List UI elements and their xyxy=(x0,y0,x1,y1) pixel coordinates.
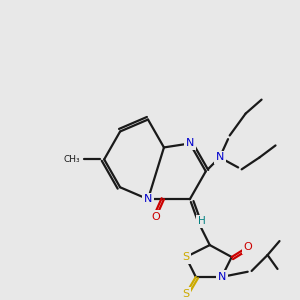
Text: N: N xyxy=(218,272,226,282)
Text: O: O xyxy=(243,242,252,252)
Text: CH₃: CH₃ xyxy=(64,155,80,164)
Text: N: N xyxy=(215,152,224,162)
Text: N: N xyxy=(144,194,152,204)
Text: O: O xyxy=(152,212,160,222)
Text: S: S xyxy=(182,252,189,262)
Text: S: S xyxy=(182,289,189,299)
Text: N: N xyxy=(186,138,194,148)
Text: H: H xyxy=(198,216,206,226)
